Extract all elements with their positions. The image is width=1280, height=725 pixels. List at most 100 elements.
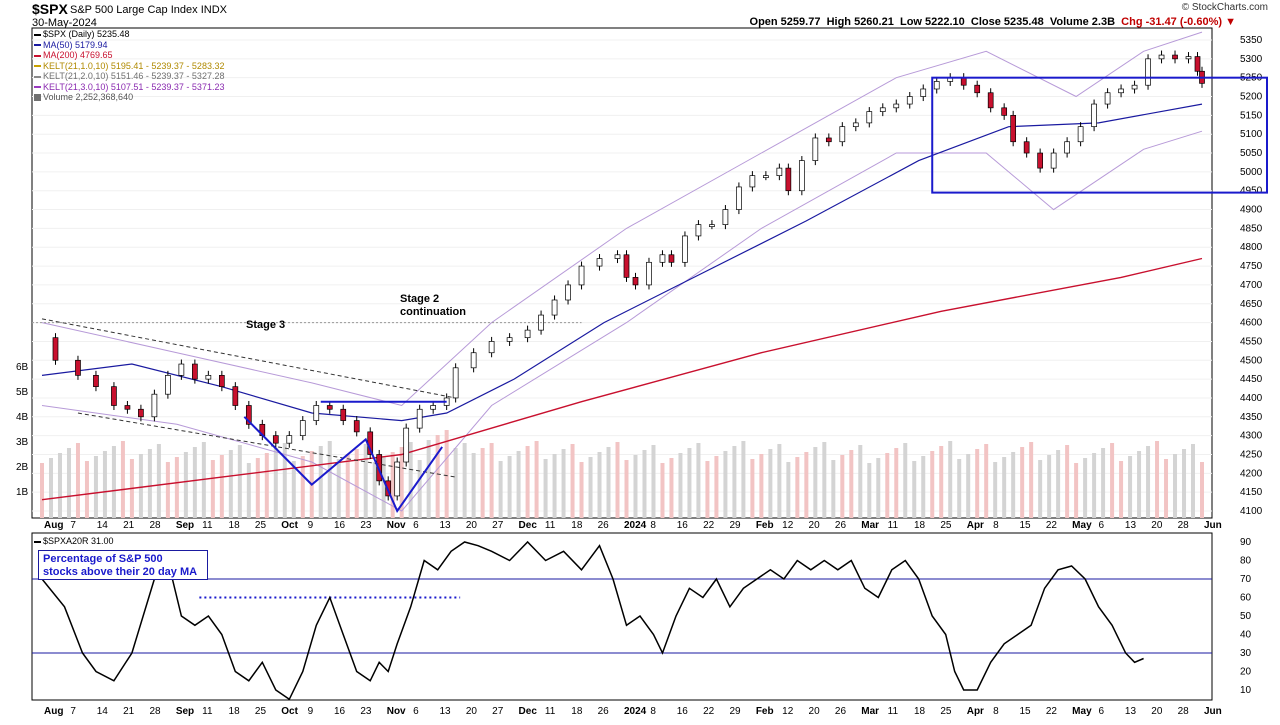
price-tick-label: 4950 — [1240, 186, 1263, 197]
candle-body — [879, 107, 886, 112]
price-tick-label: 5050 — [1240, 148, 1263, 159]
price-tick-label: 4300 — [1240, 431, 1263, 442]
indicator-x-tick-label: 9 — [308, 706, 314, 717]
candle-body — [52, 337, 59, 361]
legend-item-price: $SPX (Daily) 5235.48 — [34, 29, 224, 40]
indicator-x-tick-label: Sep — [176, 706, 194, 717]
indicator-legend: $SPXA20R 31.00 — [34, 536, 114, 546]
indicator-x-tick-label: Apr — [967, 706, 984, 717]
candle-body — [974, 84, 981, 94]
volume-bar — [1200, 462, 1204, 518]
chart-symbol-name: S&P 500 Large Cap Index INDX — [70, 4, 227, 16]
candle-body — [326, 405, 333, 410]
indicator-x-tick-label: 28 — [1178, 706, 1190, 717]
volume-bar — [948, 441, 953, 518]
price-x-tick-label: 29 — [729, 520, 741, 531]
candle-body — [852, 122, 859, 128]
indicator-tick-label: 90 — [1240, 537, 1252, 548]
indicator-x-tick-label: 14 — [97, 706, 109, 717]
candle-body — [812, 137, 819, 161]
volume-bar — [1155, 441, 1160, 518]
indicator-x-tick-label: 26 — [598, 706, 610, 717]
indicator-x-tick-label: 20 — [809, 706, 821, 717]
candle-body — [776, 167, 783, 176]
candle-body — [313, 405, 320, 421]
volume-bar — [669, 458, 674, 518]
legend-label: KELT(21,1.0,10) 5195.41 - 5239.37 - 5283… — [43, 60, 225, 71]
indicator-x-tick-label: 22 — [703, 706, 715, 717]
candle-body — [1131, 84, 1138, 90]
candle-body — [272, 435, 279, 444]
high-value: High 5260.21 — [826, 16, 894, 28]
chart-symbol: $SPX — [32, 1, 68, 17]
volume-bar — [399, 447, 404, 518]
volume-bar — [354, 449, 359, 518]
volume-bar — [858, 445, 863, 518]
volume-bar — [84, 461, 89, 518]
volume-bar — [480, 448, 485, 518]
indicator-x-tick-label: 15 — [1019, 706, 1031, 717]
open-value: Open 5259.77 — [749, 16, 821, 28]
volume-bar — [1191, 444, 1196, 518]
down-triangle-icon: ▼ — [1225, 16, 1236, 28]
legend-swatch-icon — [34, 86, 41, 89]
price-x-tick-label: 26 — [598, 520, 610, 531]
volume-bar — [714, 456, 719, 518]
volume-bar — [921, 456, 926, 518]
candle-body — [1064, 141, 1070, 154]
volume-bar — [777, 444, 782, 518]
candle-body — [960, 77, 967, 86]
price-tick-label: 4350 — [1240, 412, 1263, 423]
indicator-tick-label: 30 — [1240, 648, 1252, 659]
price-x-tick-label: 13 — [1125, 520, 1137, 531]
price-x-tick-label: 21 — [123, 520, 135, 531]
volume-bar — [516, 451, 521, 518]
volume-bar — [273, 448, 278, 518]
indicator-x-tick-label: 26 — [835, 706, 847, 717]
price-tick-label: 4150 — [1240, 487, 1263, 498]
indicator-x-tick-label: 29 — [729, 706, 741, 717]
legend-item-ma200: MA(200) 4769.65 — [34, 50, 224, 61]
volume-bar — [66, 448, 71, 518]
volume-tick-label: 2B — [16, 462, 29, 473]
candle-body — [286, 435, 293, 444]
volume-bar — [138, 454, 143, 518]
volume-bar — [525, 446, 530, 518]
candle-body — [596, 258, 603, 267]
volume-bar — [300, 456, 305, 518]
price-x-tick-label: 15 — [1019, 520, 1031, 531]
candle-body — [470, 352, 477, 369]
candle-body — [623, 254, 630, 278]
volume-bar — [1020, 447, 1025, 518]
volume-bar — [507, 456, 512, 518]
candle-body — [452, 367, 459, 399]
price-x-tick-label: Oct — [281, 520, 298, 531]
price-x-tick-label: 18 — [229, 520, 241, 531]
candle-body — [785, 167, 792, 192]
volume-bar — [381, 457, 386, 518]
volume-bar — [1110, 443, 1115, 518]
indicator-x-tick-label: Aug — [44, 706, 63, 717]
indicator-x-tick-label: 6 — [413, 706, 419, 717]
volume-bar — [822, 442, 827, 518]
volume-bar — [48, 458, 53, 518]
candle-body — [506, 337, 513, 342]
price-x-tick-label: 16 — [677, 520, 689, 531]
indicator-x-tick-label: Nov — [387, 706, 406, 717]
legend-swatch-icon — [34, 540, 41, 543]
candle-body — [987, 92, 994, 109]
volume-bar — [120, 441, 125, 518]
candle-body — [736, 186, 742, 210]
candle-body — [151, 393, 158, 418]
price-tick-label: 4650 — [1240, 299, 1263, 310]
price-x-tick-label: Mar — [861, 520, 879, 531]
low-value: Low 5222.10 — [899, 16, 965, 28]
volume-bar — [849, 450, 854, 518]
volume-bar — [885, 453, 890, 518]
candle-body — [1077, 126, 1084, 143]
volume-bar — [291, 461, 296, 518]
candle-body — [232, 386, 239, 406]
candle-body — [1185, 56, 1192, 60]
volume-bar — [561, 449, 566, 518]
